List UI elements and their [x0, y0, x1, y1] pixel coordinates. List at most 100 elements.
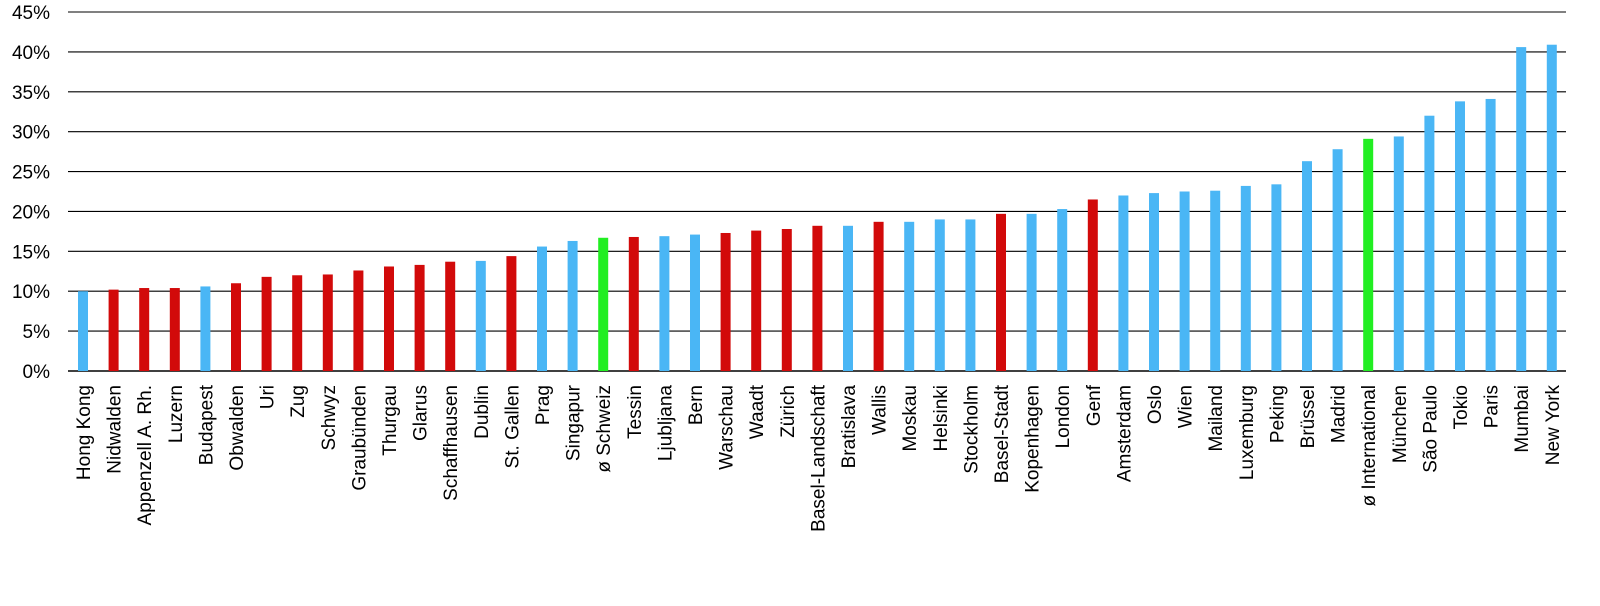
x-category-label: Waadt: [747, 384, 768, 439]
bar: [200, 286, 211, 371]
bar: [414, 264, 425, 371]
x-category-label: Amsterdam: [1114, 385, 1135, 482]
bar: [628, 236, 639, 371]
y-tick-label: 25%: [12, 163, 50, 184]
bar: [1363, 138, 1374, 371]
bar: [1424, 115, 1435, 371]
x-category-label: Stockholm: [961, 385, 982, 474]
bar: [1455, 101, 1465, 372]
y-axis-tick-labels: 0% 5% 10% 15% 20% 25% 30% 35% 40% 45%: [12, 3, 50, 383]
bar: [169, 288, 180, 371]
x-category-label: Schwyz: [319, 385, 340, 450]
bar: [751, 230, 762, 371]
bar: [873, 221, 884, 371]
x-category-label: Uri: [258, 385, 279, 409]
y-tick-label: 35%: [12, 83, 50, 104]
bar: [108, 289, 119, 371]
bar: [934, 219, 945, 371]
bar: [567, 240, 578, 371]
bar: [1057, 209, 1068, 371]
bar: [781, 228, 792, 371]
x-category-label: Zug: [288, 385, 309, 418]
y-tick-label: 0%: [23, 362, 51, 383]
bar: [1179, 191, 1190, 371]
bar: [292, 275, 303, 371]
x-category-label: Prag: [533, 385, 554, 425]
gridlines: [68, 11, 1566, 372]
bar: [690, 234, 700, 371]
bar: [139, 288, 150, 371]
y-tick-label: 20%: [12, 202, 50, 223]
x-category-label: Mailand: [1206, 385, 1227, 452]
bar: [659, 236, 670, 371]
bar: [506, 256, 517, 371]
y-tick-label: 45%: [12, 3, 50, 24]
y-tick-label: 5%: [23, 322, 51, 343]
x-category-label: São Paulo: [1420, 385, 1441, 473]
x-category-label: Graubünden: [349, 385, 370, 491]
x-category-label: Peking: [1267, 385, 1288, 443]
bar: [1393, 136, 1404, 371]
x-axis-category-labels: Hong Kong Nidwalden Appenzell A. Rh. Luzern…: [74, 384, 1564, 532]
x-category-label: Schaffhausen: [441, 385, 462, 501]
x-category-label: New York: [1543, 385, 1564, 466]
x-category-label: Genf: [1084, 384, 1105, 426]
x-category-label: Appenzell A. Rh.: [135, 385, 156, 525]
bar: [445, 261, 456, 371]
x-category-label: Luzern: [166, 385, 187, 443]
x-category-label: Singapur: [564, 384, 585, 461]
x-category-label: Luxemburg: [1237, 385, 1258, 480]
x-category-label: Dublin: [472, 385, 493, 439]
y-tick-label: 40%: [12, 43, 50, 64]
x-category-label: Madrid: [1329, 385, 1350, 443]
bar: [353, 270, 364, 371]
bar: [384, 266, 394, 371]
bar: [1302, 161, 1312, 371]
x-category-label: Obwalden: [227, 385, 248, 471]
x-category-label: Wien: [1176, 385, 1197, 428]
x-category-label: Basel-Stadt: [992, 384, 1013, 483]
x-category-label: Tokio: [1451, 385, 1472, 429]
bar: [1271, 184, 1282, 371]
bar: [720, 232, 731, 371]
x-category-label: Glarus: [411, 385, 432, 441]
bar: [1240, 185, 1251, 371]
x-category-label: Basel-Landschaft: [808, 384, 829, 532]
x-category-label: Helsinki: [931, 385, 952, 452]
bar: [843, 225, 853, 371]
x-category-label: Ljubljana: [655, 385, 676, 461]
bar: [1485, 98, 1496, 372]
bar: [1210, 190, 1221, 371]
x-category-label: Kopenhagen: [1023, 385, 1044, 493]
bar: [812, 225, 823, 371]
bar: [78, 291, 88, 371]
x-category-label: ø Schweiz: [594, 385, 615, 473]
bar: [261, 276, 272, 371]
bar: [1149, 193, 1159, 371]
x-category-label: Tessin: [625, 385, 646, 439]
x-category-label: München: [1390, 385, 1411, 463]
bar: [1026, 213, 1037, 371]
x-category-label: Paris: [1482, 385, 1503, 428]
bar: [231, 283, 241, 371]
x-category-label: Thurgau: [380, 385, 401, 456]
bar: [322, 274, 333, 371]
x-category-label: Hong Kong: [74, 385, 95, 480]
bar: [965, 219, 976, 371]
bar: [537, 246, 547, 371]
bar: [475, 260, 486, 371]
bar: [1118, 195, 1129, 371]
x-category-label: ø International: [1359, 385, 1380, 506]
bar: [996, 213, 1006, 371]
x-category-label: Budapest: [196, 384, 217, 465]
x-category-label: Brüssel: [1298, 385, 1319, 448]
x-category-label: Mumbai: [1512, 385, 1533, 453]
bar: [1087, 199, 1098, 371]
bar: [1546, 44, 1557, 371]
bar: [598, 237, 609, 371]
y-tick-label: 10%: [12, 282, 50, 303]
x-category-label: Zürich: [778, 385, 799, 438]
x-category-label: Wallis: [870, 385, 891, 435]
x-category-label: Nidwalden: [105, 385, 126, 474]
